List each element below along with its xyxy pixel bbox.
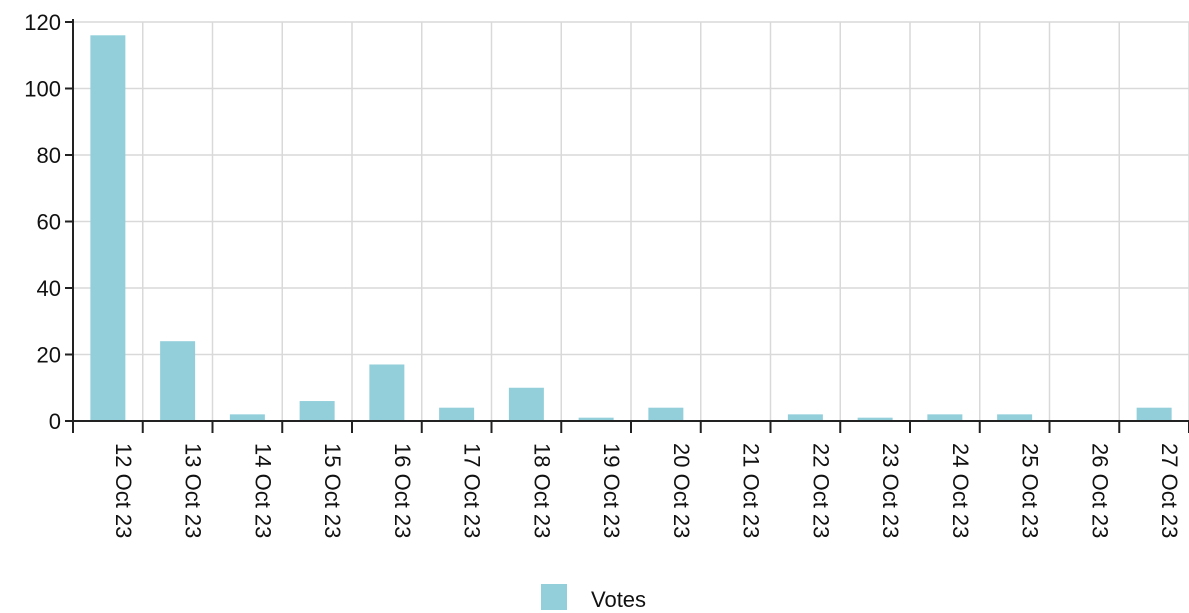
x-tick-label: 25 Oct 23: [1018, 443, 1043, 538]
y-tick-label: 100: [24, 77, 61, 102]
bar: [648, 407, 684, 421]
x-tick-label: 22 Oct 23: [808, 443, 833, 538]
bar: [508, 387, 544, 421]
bar: [439, 407, 475, 421]
bar: [369, 364, 405, 421]
x-tick-label: 12 Oct 23: [111, 443, 136, 538]
x-tick-label: 13 Oct 23: [181, 443, 206, 538]
x-tick-label: 20 Oct 23: [669, 443, 694, 538]
bar: [229, 414, 265, 421]
bar: [787, 414, 823, 421]
y-tick-label: 20: [37, 343, 61, 368]
bar: [299, 401, 335, 421]
bar: [578, 417, 614, 421]
bar: [1136, 407, 1172, 421]
bar: [90, 35, 126, 422]
x-tick-label: 16 Oct 23: [390, 443, 415, 538]
y-tick-label: 60: [37, 210, 61, 235]
x-tick-label: 19 Oct 23: [599, 443, 624, 538]
axes: 0 20 40 60 80 100 120 12 Oct 23 13 Oct 23 14 Oct …: [24, 10, 1189, 538]
legend-label: Votes: [591, 587, 646, 612]
bar: [997, 414, 1033, 421]
x-tick-label: 21 Oct 23: [739, 443, 764, 538]
x-tick-label: 26 Oct 23: [1087, 443, 1112, 538]
y-tick-label: 120: [24, 10, 61, 35]
legend: Votes: [541, 584, 646, 612]
bars: [90, 35, 1172, 422]
grid: [73, 21, 1189, 421]
bar: [857, 417, 893, 421]
x-tick-label: 15 Oct 23: [320, 443, 345, 538]
bar: [927, 414, 963, 421]
x-tick-label: 23 Oct 23: [878, 443, 903, 538]
y-tick-label: 0: [49, 409, 61, 434]
x-tick-label: 24 Oct 23: [948, 443, 973, 538]
x-tick-label: 27 Oct 23: [1157, 443, 1182, 538]
y-tick-label: 80: [37, 143, 61, 168]
y-tick-label: 40: [37, 276, 61, 301]
legend-swatch: [541, 584, 567, 610]
bar: [160, 341, 196, 421]
x-tick-label: 17 Oct 23: [460, 443, 485, 538]
x-tick-label: 14 Oct 23: [250, 443, 275, 538]
x-tick-label: 18 Oct 23: [529, 443, 554, 538]
